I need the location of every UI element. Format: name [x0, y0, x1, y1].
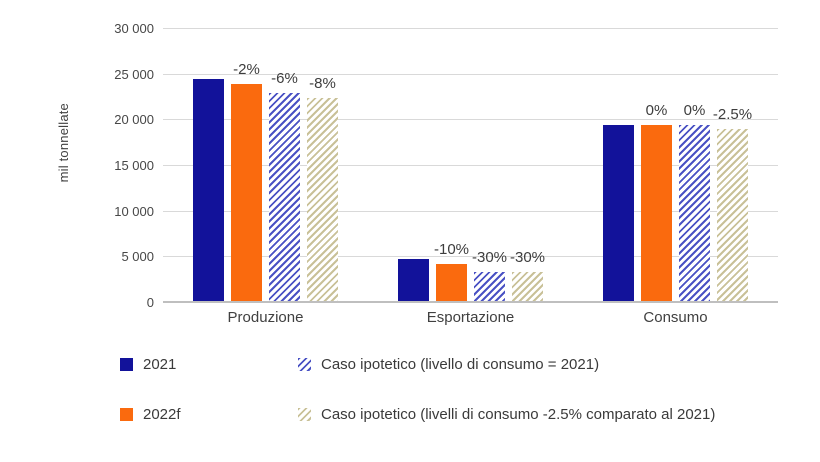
bar: -10%	[434, 241, 469, 303]
y-axis-title: mil tonnellate	[56, 103, 71, 183]
gridline	[163, 28, 778, 29]
bar-value-label: -30%	[471, 249, 508, 267]
legend-item: 2022f	[120, 406, 298, 423]
legend-label: Caso ipotetico (livelli di consumo -2.5%…	[321, 406, 716, 423]
bar: -2.5%	[713, 106, 752, 303]
legend-label: Caso ipotetico (livello di consumo = 202…	[321, 356, 600, 373]
bar: -2%	[231, 61, 262, 303]
bar-value-label: 0%	[683, 101, 706, 119]
gridline	[163, 165, 778, 166]
bar-value-label: -6%	[271, 69, 298, 87]
legend-item: Caso ipotetico (livello di consumo = 202…	[298, 356, 810, 373]
bar-value-label: -2.5%	[712, 106, 753, 124]
y-tick-label: 5 000	[121, 249, 154, 265]
gridline	[163, 301, 778, 303]
bar-group: -10% -30% -30%	[368, 29, 573, 303]
legend-label: 2022f	[143, 406, 181, 423]
legend-item: 2021	[120, 356, 298, 373]
bar-value-label: -30%	[509, 249, 546, 267]
gridline	[163, 73, 778, 75]
legend-swatch-icon	[298, 408, 311, 421]
bar-value-label: -10%	[433, 240, 470, 258]
bar: -8%	[307, 75, 338, 303]
y-tick-label: 0	[146, 295, 154, 310]
plot-area: -2% -6% -8% -10% -30% -30% 0% 0% -2.5%	[163, 28, 778, 303]
bar-group: -2% -6% -8%	[163, 29, 368, 303]
x-category-label: Produzione	[227, 309, 304, 326]
bar	[603, 124, 634, 303]
bar-value-label: 0%	[645, 101, 668, 119]
gridline	[163, 210, 778, 212]
bar: 0%	[679, 102, 710, 303]
bar: -30%	[510, 249, 545, 303]
legend-item: Caso ipotetico (livelli di consumo -2.5%…	[298, 406, 810, 423]
bar: -30%	[472, 249, 507, 303]
legend: 2021 Caso ipotetico (livello di consumo =…	[120, 356, 810, 423]
y-tick-label: 30 000	[114, 21, 154, 36]
bar: 0%	[641, 102, 672, 303]
legend-label: 2021	[143, 356, 177, 373]
gridline	[163, 119, 778, 121]
bar	[398, 259, 429, 303]
x-category-label: Consumo	[643, 309, 708, 326]
gridline	[163, 256, 778, 258]
legend-swatch-icon	[298, 358, 311, 371]
y-tick-label: 25 000	[114, 66, 154, 82]
bar-group: 0% 0% -2.5%	[573, 29, 778, 303]
y-tick-label: 10 000	[114, 203, 154, 219]
bar-value-label: -2%	[233, 60, 260, 78]
x-category-label: Esportazione	[426, 309, 515, 326]
bar: -6%	[269, 70, 300, 303]
legend-swatch-icon	[120, 408, 133, 421]
y-tick-label: 20 000	[114, 112, 154, 128]
legend-swatch-icon	[120, 358, 133, 371]
bar-value-label: -8%	[309, 74, 336, 92]
y-tick-label: 15 000	[114, 158, 154, 173]
bar	[193, 79, 224, 303]
